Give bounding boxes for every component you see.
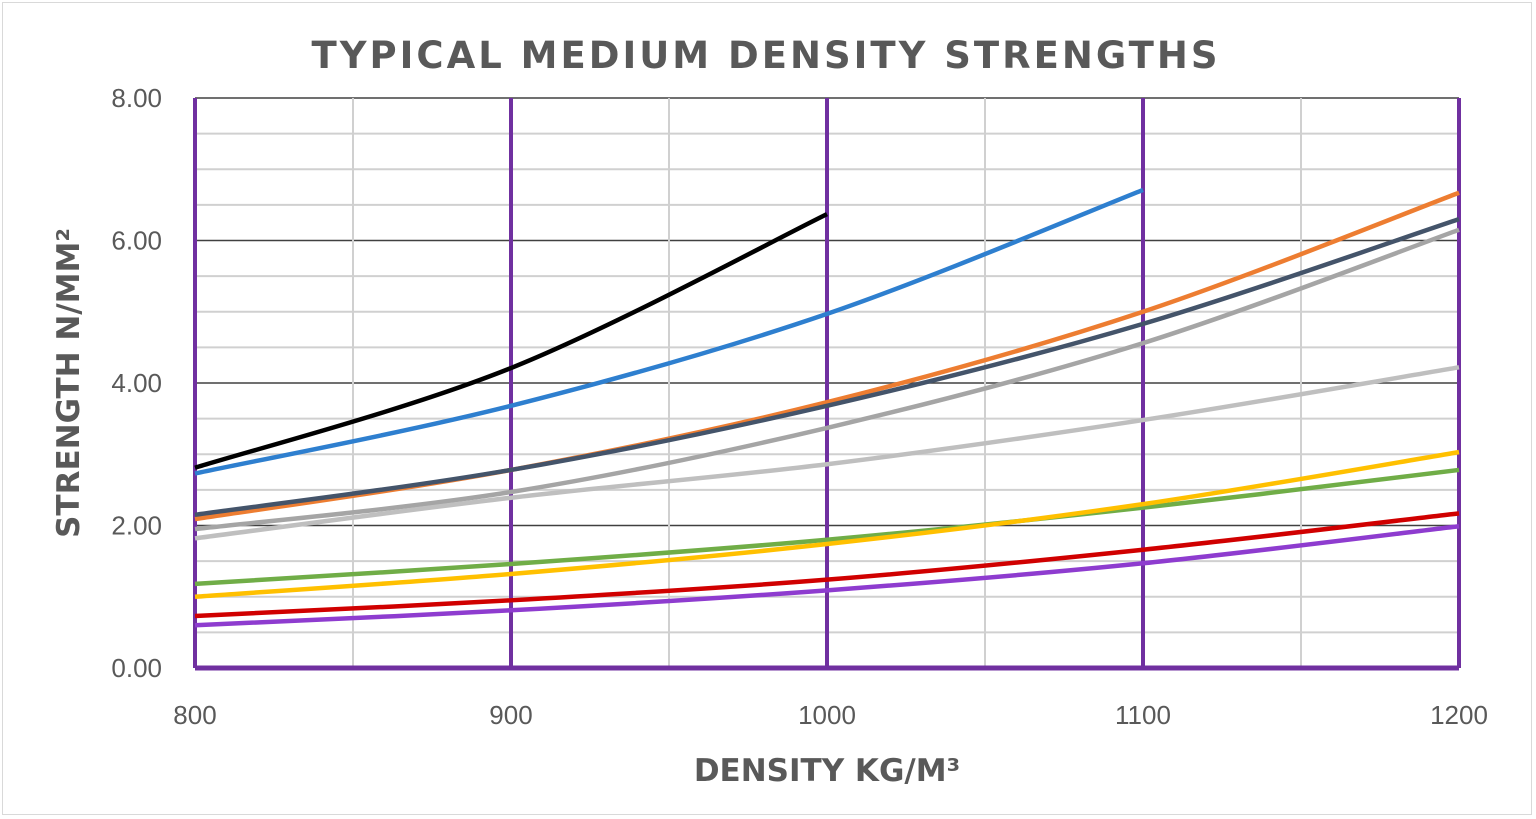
series-line-2 xyxy=(194,187,1144,476)
y-axis-label: STRENGTH N/MM² xyxy=(51,228,87,538)
y-tick-label: 0.00 xyxy=(111,653,162,683)
x-tick-label: 900 xyxy=(489,700,532,730)
series-line-10 xyxy=(194,523,1460,628)
tick-labels: 800 900 1000 1100 1200 0.00 2.00 4.00 6.00 8.00 xyxy=(111,83,1488,730)
y-tick-label: 2.00 xyxy=(111,511,162,541)
series-line-4 xyxy=(194,216,1460,518)
y-tick-label: 4.00 xyxy=(111,368,162,398)
x-tick-label: 1200 xyxy=(1430,700,1488,730)
series-line-6 xyxy=(194,365,1460,541)
x-axis-label: DENSITY KG/M³ xyxy=(694,753,960,789)
x-tick-label: 1000 xyxy=(798,700,856,730)
x-tick-label: 1100 xyxy=(1115,700,1171,730)
series-line-8 xyxy=(194,449,1460,599)
series-line-7 xyxy=(194,467,1460,587)
series-line-5 xyxy=(194,227,1460,532)
chart-title: TYPICAL MEDIUM DENSITY STRENGTHS xyxy=(312,34,1221,77)
series-lines xyxy=(194,187,1460,628)
y-tick-label: 8.00 xyxy=(111,83,162,113)
gridlines xyxy=(193,97,1461,671)
y-tick-label: 6.00 xyxy=(111,226,162,256)
series-line-9 xyxy=(194,511,1460,619)
series-line-1 xyxy=(194,212,828,470)
x-tick-label: 800 xyxy=(173,700,216,730)
